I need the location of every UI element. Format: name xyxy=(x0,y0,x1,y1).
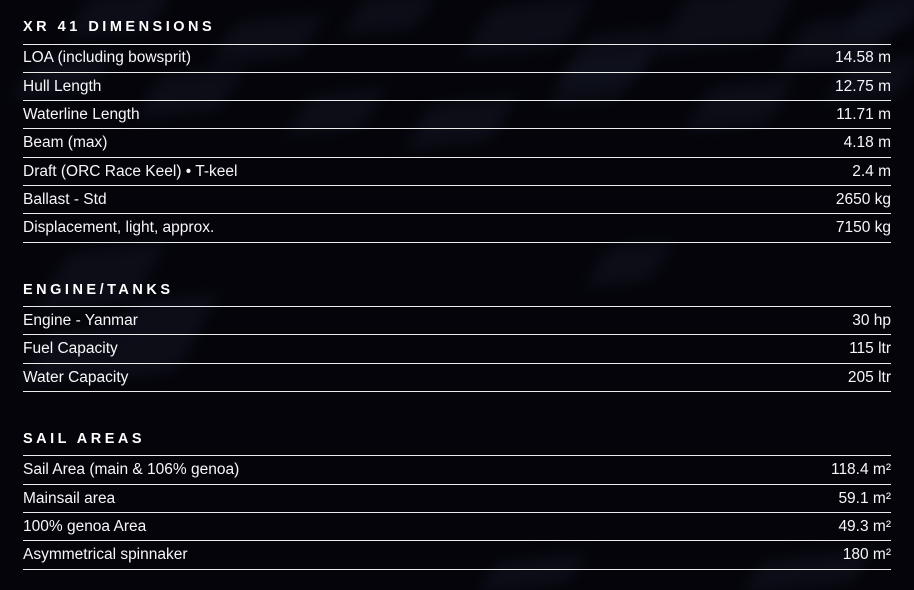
spec-value: 49.3 m² xyxy=(838,517,891,535)
spec-label: Ballast - Std xyxy=(23,190,107,208)
spec-label: Draft (ORC Race Keel) • T-keel xyxy=(23,162,238,180)
spec-label: Mainsail area xyxy=(23,489,116,507)
spec-label: Sail Area (main & 106% genoa) xyxy=(23,461,240,479)
spec-label: Water Capacity xyxy=(23,368,129,386)
spec-value: 4.18 m xyxy=(843,134,891,152)
spec-value: 180 m² xyxy=(842,546,891,564)
spec-label: Fuel Capacity xyxy=(23,340,118,358)
spec-row-water-capacity: Water Capacity 205 ltr xyxy=(23,364,891,392)
spec-value: 59.1 m² xyxy=(838,489,891,507)
spec-row-loa: LOA (including bowsprit) 14.58 m xyxy=(23,45,891,73)
section-title-sail-areas: SAIL AREAS xyxy=(23,426,891,457)
spec-label: Waterline Length xyxy=(23,105,140,123)
spec-value: 12.75 m xyxy=(834,77,891,95)
spec-row-hull-length: Hull Length 12.75 m xyxy=(23,73,891,102)
spec-row-asymmetrical-spinnaker: Asymmetrical spinnaker 180 m² xyxy=(23,541,891,570)
spec-row-waterline-length: Waterline Length 11.71 m xyxy=(23,101,891,130)
spec-value: 11.71 m xyxy=(836,105,891,123)
section-sail-areas: SAIL AREAS Sail Area (main & 106% genoa)… xyxy=(23,426,891,570)
spec-row-genoa-area: 100% genoa Area 49.3 m² xyxy=(23,513,891,542)
spec-value: 14.58 m xyxy=(834,49,891,67)
spec-label: 100% genoa Area xyxy=(23,517,147,535)
spec-row-ballast: Ballast - Std 2650 kg xyxy=(23,186,891,215)
spec-value: 115 ltr xyxy=(849,340,891,358)
spec-label: LOA (including bowsprit) xyxy=(23,49,191,67)
section-engine-tanks: ENGINE/TANKS Engine - Yanmar 30 hp Fuel … xyxy=(23,277,891,392)
spec-label: Asymmetrical spinnaker xyxy=(23,546,188,564)
spec-row-beam: Beam (max) 4.18 m xyxy=(23,129,891,158)
spec-value: 2.4 m xyxy=(852,162,891,180)
spec-value: 7150 kg xyxy=(835,219,891,237)
spec-row-draft: Draft (ORC Race Keel) • T-keel 2.4 m xyxy=(23,158,891,186)
spec-row-fuel-capacity: Fuel Capacity 115 ltr xyxy=(23,335,891,364)
spec-row-displacement: Displacement, light, approx. 7150 kg xyxy=(23,214,891,243)
spec-label: Hull Length xyxy=(23,77,102,95)
spec-label: Engine - Yanmar xyxy=(23,311,138,329)
spec-value: 30 hp xyxy=(852,311,891,329)
spec-content: XR 41 DIMENSIONS LOA (including bowsprit… xyxy=(23,14,891,570)
spec-label: Displacement, light, approx. xyxy=(23,219,215,237)
spec-value: 205 ltr xyxy=(847,368,891,386)
section-dimensions: XR 41 DIMENSIONS LOA (including bowsprit… xyxy=(23,14,891,243)
spec-row-engine: Engine - Yanmar 30 hp xyxy=(23,307,891,336)
spec-value: 2650 kg xyxy=(835,190,891,208)
spec-row-sail-area: Sail Area (main & 106% genoa) 118.4 m² xyxy=(23,456,891,485)
spec-label: Beam (max) xyxy=(23,134,108,152)
section-title-dimensions: XR 41 DIMENSIONS xyxy=(23,14,891,45)
spec-row-mainsail-area: Mainsail area 59.1 m² xyxy=(23,485,891,514)
section-title-engine-tanks: ENGINE/TANKS xyxy=(23,277,891,308)
spec-value: 118.4 m² xyxy=(830,461,891,479)
